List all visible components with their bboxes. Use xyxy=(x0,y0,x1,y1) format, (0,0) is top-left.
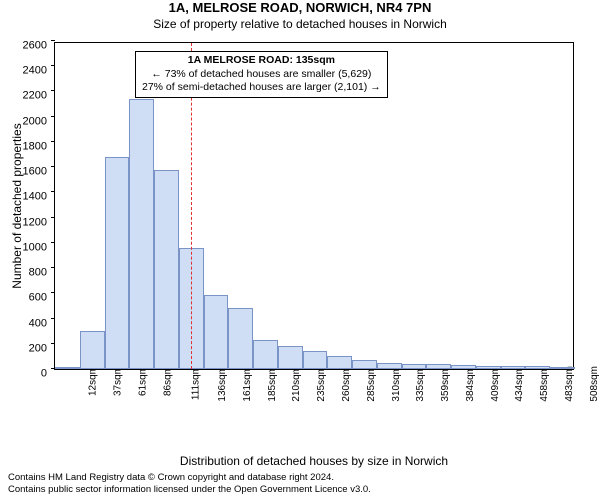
x-tick-label: 409sqm xyxy=(490,366,501,402)
histogram-bar xyxy=(80,331,105,369)
histogram-bar xyxy=(105,157,130,369)
x-tick-label: 310sqm xyxy=(391,366,402,402)
x-axis-title: Distribution of detached houses by size … xyxy=(54,454,574,468)
annotation-line: 27% of semi-detached houses are larger (… xyxy=(142,81,381,95)
histogram-bar xyxy=(228,308,253,369)
histogram-bar xyxy=(154,170,179,369)
y-tick-label: 1400 xyxy=(11,192,47,203)
x-tick-label: 483sqm xyxy=(564,366,575,402)
x-tick-label: 185sqm xyxy=(267,366,278,402)
footer: Contains HM Land Registry data © Crown c… xyxy=(8,472,592,496)
y-tick-label: 0 xyxy=(11,369,47,380)
y-tick-label: 2000 xyxy=(11,116,47,127)
y-tick-label: 2400 xyxy=(11,66,47,77)
x-tick-label: 359sqm xyxy=(440,366,451,402)
y-tick-label: 2200 xyxy=(11,91,47,102)
x-tick-label: 235sqm xyxy=(316,366,327,402)
x-tick-label: 12sqm xyxy=(88,366,99,396)
histogram-bar xyxy=(55,367,80,369)
chart-subtitle: Size of property relative to detached ho… xyxy=(0,17,600,31)
histogram-bar xyxy=(129,99,154,369)
histogram-bar xyxy=(426,364,451,369)
x-tick-label: 458sqm xyxy=(539,366,550,402)
y-tick-label: 600 xyxy=(11,293,47,304)
histogram-bar xyxy=(451,365,476,369)
histogram-bar xyxy=(377,363,402,369)
y-tick-label: 200 xyxy=(11,343,47,354)
x-tick-label: 37sqm xyxy=(113,366,124,396)
annotation-line: 1A MELROSE ROAD: 135sqm xyxy=(142,54,381,68)
annotation-line: ← 73% of detached houses are smaller (5,… xyxy=(142,68,381,82)
x-tick-label: 111sqm xyxy=(191,366,202,400)
chart-title: 1A, MELROSE ROAD, NORWICH, NR4 7PN xyxy=(0,0,600,15)
histogram-bar xyxy=(476,366,501,369)
histogram-bar xyxy=(402,364,427,369)
histogram-bar xyxy=(278,346,303,369)
histogram-bar xyxy=(303,351,328,369)
histogram-bar xyxy=(550,367,575,369)
x-tick-label: 161sqm xyxy=(242,366,253,402)
histogram-bar xyxy=(525,366,550,369)
y-tick-label: 1600 xyxy=(11,167,47,178)
x-tick-label: 434sqm xyxy=(514,366,525,402)
annotation-box: 1A MELROSE ROAD: 135sqm← 73% of detached… xyxy=(135,51,388,98)
histogram-bar xyxy=(327,356,352,369)
histogram-bar xyxy=(253,340,278,369)
footer-line-2: Contains public sector information licen… xyxy=(8,484,592,496)
x-tick-label: 86sqm xyxy=(162,366,173,396)
x-tick-label: 335sqm xyxy=(415,366,426,402)
y-tick-label: 800 xyxy=(11,268,47,279)
x-tick-label: 61sqm xyxy=(137,366,148,396)
y-tick-label: 1800 xyxy=(11,141,47,152)
y-tick-label: 1200 xyxy=(11,217,47,228)
histogram-bar xyxy=(501,366,526,369)
histogram-bar xyxy=(204,295,229,369)
x-tick-label: 210sqm xyxy=(292,366,303,402)
x-tick-label: 285sqm xyxy=(366,366,377,402)
histogram-bar xyxy=(352,360,377,369)
footer-line-1: Contains HM Land Registry data © Crown c… xyxy=(8,472,592,484)
plot-wrap: Number of detached properties 0200400600… xyxy=(54,42,574,408)
y-tick-label: 2600 xyxy=(11,41,47,52)
x-tick-label: 384sqm xyxy=(465,366,476,402)
plot-area: 0200400600800100012001400160018002000220… xyxy=(54,42,574,370)
y-tick-label: 400 xyxy=(11,318,47,329)
x-tick-label: 260sqm xyxy=(341,366,352,402)
x-tick-label: 508sqm xyxy=(589,366,600,402)
y-tick-label: 1000 xyxy=(11,242,47,253)
x-tick-label: 136sqm xyxy=(217,366,228,402)
